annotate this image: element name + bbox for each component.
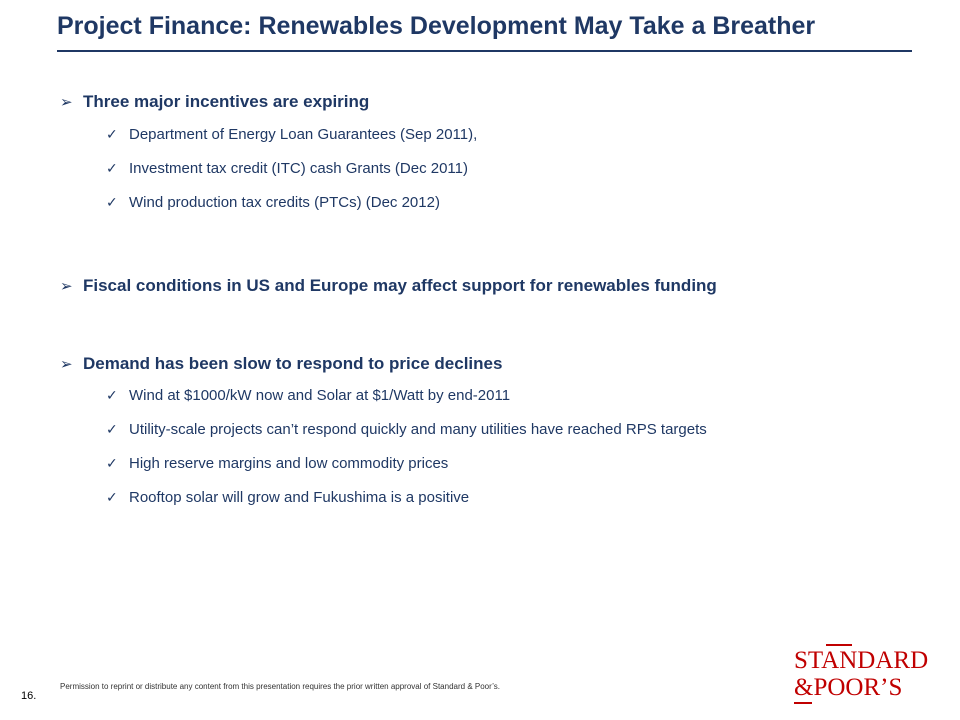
arrow-bullet-icon: ➢	[60, 355, 73, 373]
checkmark-icon: ✓	[106, 160, 118, 177]
bullet-group-3: ➢ Demand has been slow to respond to pri…	[60, 354, 707, 508]
bullet-group-2: ➢ Fiscal conditions in US and Europe may…	[60, 276, 717, 296]
bullet-heading-text: Demand has been slow to respond to price…	[83, 354, 503, 373]
checkmark-icon: ✓	[106, 421, 118, 438]
checkmark-icon: ✓	[106, 489, 118, 506]
logo-line-2: &POOR’S	[794, 674, 903, 701]
bullet-heading: ➢ Three major incentives are expiring	[60, 92, 477, 112]
sub-bullet: ✓ Department of Energy Loan Guarantees (…	[106, 124, 477, 145]
arrow-bullet-icon: ➢	[60, 93, 73, 111]
bullet-heading-text: Three major incentives are expiring	[83, 92, 370, 111]
sub-bullet-text: Wind production tax credits (PTCs) (Dec …	[129, 194, 440, 211]
sub-bullet-text: Rooftop solar will grow and Fukushima is…	[129, 489, 470, 506]
footer-permission-note: Permission to reprint or distribute any …	[60, 682, 500, 691]
checkmark-icon: ✓	[106, 194, 118, 211]
sub-bullet: ✓ Rooftop solar will grow and Fukushima …	[106, 487, 707, 508]
arrow-bullet-icon: ➢	[60, 277, 73, 295]
slide-title: Project Finance: Renewables Development …	[57, 12, 816, 40]
sub-bullet-text: Wind at $1000/kW now and Solar at $1/Wat…	[129, 387, 511, 404]
sub-bullet-text: Department of Energy Loan Guarantees (Se…	[129, 126, 478, 143]
bullet-heading: ➢ Fiscal conditions in US and Europe may…	[60, 276, 717, 296]
sub-bullet-text: Investment tax credit (ITC) cash Grants …	[129, 160, 469, 177]
checkmark-icon: ✓	[106, 455, 118, 472]
sub-bullet: ✓ Wind at $1000/kW now and Solar at $1/W…	[106, 385, 707, 406]
logo-line-1: STANDARD	[794, 647, 929, 674]
bullet-group-1: ➢ Three major incentives are expiring ✓ …	[60, 92, 477, 213]
bullet-heading: ➢ Demand has been slow to respond to pri…	[60, 354, 707, 374]
title-divider	[57, 50, 912, 52]
logo-rule-top	[826, 644, 852, 646]
sub-bullet: ✓ High reserve margins and low commodity…	[106, 453, 707, 474]
sub-bullet: ✓ Utility-scale projects can’t respond q…	[106, 419, 707, 440]
sub-bullet-text: Utility-scale projects can’t respond qui…	[129, 421, 707, 438]
checkmark-icon: ✓	[106, 126, 118, 143]
logo-rule-bottom	[794, 702, 812, 704]
sub-bullet: ✓ Investment tax credit (ITC) cash Grant…	[106, 158, 477, 179]
sub-bullet-text: High reserve margins and low commodity p…	[129, 455, 449, 472]
sub-bullet: ✓ Wind production tax credits (PTCs) (De…	[106, 192, 477, 213]
bullet-heading-text: Fiscal conditions in US and Europe may a…	[83, 276, 717, 295]
checkmark-icon: ✓	[106, 387, 118, 404]
page-number: 16.	[21, 690, 37, 702]
standard-and-poors-logo: STANDARD &POOR’S	[794, 644, 940, 706]
